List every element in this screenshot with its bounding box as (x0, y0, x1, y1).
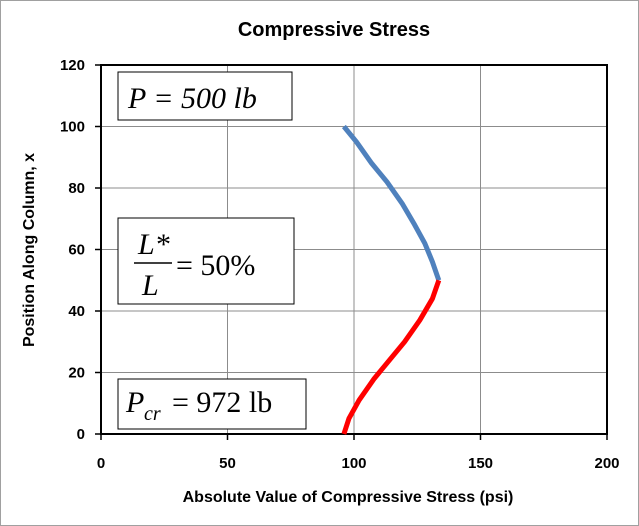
y-tick-label: 100 (60, 119, 85, 136)
annotation-ratio-value: = 50% (176, 249, 255, 282)
y-tick-label: 40 (68, 303, 85, 320)
annotation-critical-value: = 972 lb (172, 386, 272, 419)
chart-title: Compressive Stress (238, 19, 430, 41)
y-tick-label: 120 (60, 57, 85, 74)
y-axis-ticks: 0 20 40 60 80 100 120 (60, 57, 101, 443)
series-line-1 (341, 124, 442, 282)
annotation-critical-symbol: P (125, 386, 144, 419)
annotation-ratio-denominator: L (141, 269, 159, 302)
y-tick-label: 80 (68, 180, 85, 197)
x-axis-ticks: 0 50 100 150 200 (97, 434, 620, 472)
y-tick-label: 0 (77, 426, 85, 443)
x-tick-label: 0 (97, 455, 105, 472)
series-line-2 (341, 279, 442, 435)
y-axis-title: Position Along Column, x (21, 153, 38, 347)
x-tick-label: 50 (219, 455, 236, 472)
annotation-critical-load: P cr = 972 lb (117, 378, 307, 430)
annotation-ratio-numerator: L* (137, 228, 170, 261)
series-layer (341, 124, 442, 435)
annotation-load: P = 500 lb (117, 71, 293, 121)
x-axis-title: Absolute Value of Compressive Stress (ps… (183, 489, 514, 506)
annotation-critical-subscript: cr (144, 403, 161, 425)
y-tick-label: 60 (68, 242, 85, 259)
annotation-load-text: P = 500 lb (127, 82, 257, 115)
x-tick-label: 100 (341, 455, 366, 472)
y-tick-label: 20 (68, 365, 85, 382)
annotation-ratio: L* L = 50% (117, 217, 295, 305)
annotation-load-box (117, 71, 293, 121)
annotation-ratio-box (117, 217, 295, 305)
x-tick-label: 200 (594, 455, 619, 472)
annotation-critical-box (117, 378, 307, 430)
x-tick-label: 150 (468, 455, 493, 472)
